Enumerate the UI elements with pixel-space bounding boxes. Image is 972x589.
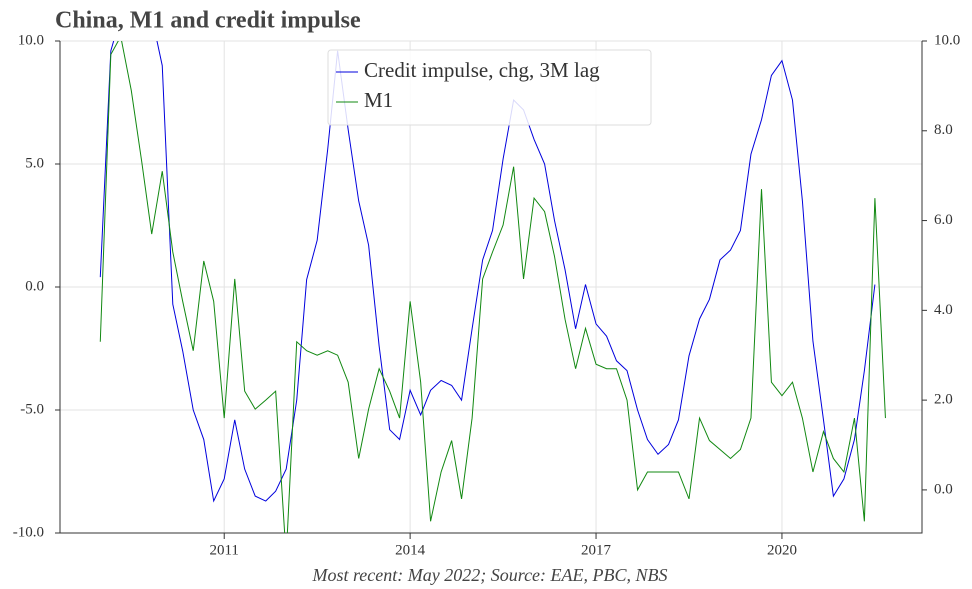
y2-tick-label: 0.0: [934, 481, 953, 497]
footnote: Most recent: May 2022; Source: EAE, PBC,…: [311, 565, 667, 585]
x-tick-label: 2017: [581, 542, 612, 558]
x-tick-label: 2011: [209, 542, 238, 558]
y2-tick-label: 8.0: [934, 122, 953, 138]
y2-tick-label: 10.0: [934, 32, 960, 48]
line-series: [99, 41, 876, 503]
x-tick-label: 2014: [395, 542, 426, 558]
y-tick-label: -5.0: [20, 401, 44, 417]
y-tick-label: 0.0: [25, 278, 44, 294]
legend-label: Credit impulse, chg, 3M lag: [364, 58, 600, 82]
y-tick-label: -10.0: [13, 524, 44, 540]
axis-spine: [59, 41, 923, 534]
y2-tick-label: 4.0: [934, 302, 953, 318]
plot-area: [99, 41, 886, 533]
y-tick-label: 5.0: [25, 155, 44, 171]
y2-tick-label: 6.0: [934, 212, 953, 228]
chart-title: China, M1 and credit impulse: [55, 8, 361, 34]
y-tick-label: 10.0: [18, 32, 44, 48]
legend-label: M1: [364, 88, 393, 112]
line-series: [99, 41, 886, 533]
legend-box: [327, 49, 652, 126]
x-tick-label: 2020: [767, 542, 797, 558]
y2-tick-label: 2.0: [934, 392, 953, 408]
